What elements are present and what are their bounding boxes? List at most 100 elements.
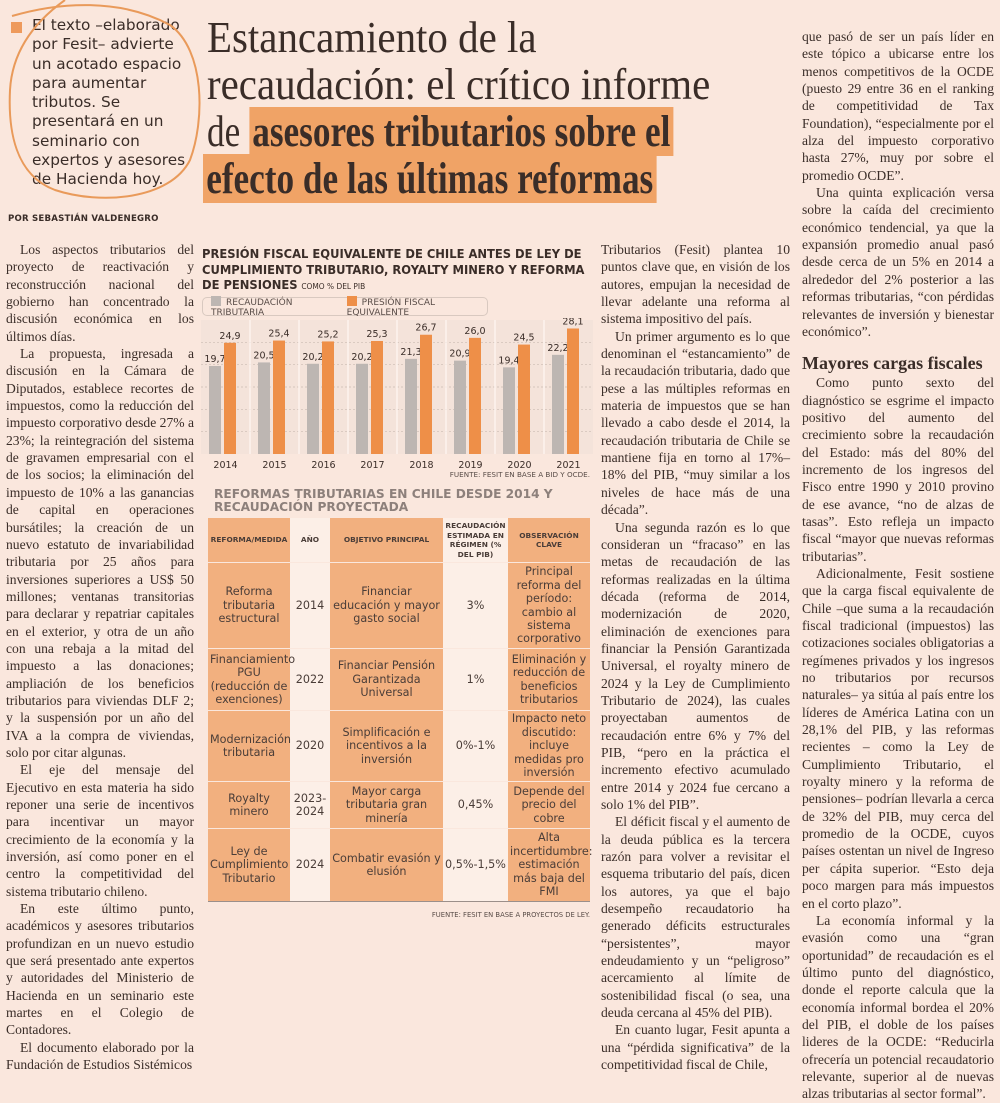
table-cell: 1% <box>443 648 508 711</box>
bar-chart: 19,7 24,9 2014 20,5 25,4 2015 20,2 25,2 2016 20,2… <box>201 318 593 471</box>
table-cell: 2022 <box>290 648 330 711</box>
x-tick-label: 2021 <box>556 460 580 471</box>
column-header: REFORMA/MEDIDA <box>208 518 290 563</box>
data-label: 24,9 <box>219 331 240 342</box>
chart-title-line: PRESIÓN FISCAL EQUIVALENTE DE CHILE ANTE… <box>202 246 582 261</box>
legend-label: PRESIÓN FISCAL EQUIVALENTE <box>346 297 436 318</box>
bar-recaudacion <box>258 362 270 454</box>
data-label: 25,3 <box>366 329 387 340</box>
table-cell: Financiar educación y mayor gasto social <box>330 562 443 649</box>
table-cell: Impacto neto discutido: incluye medidas … <box>508 710 590 782</box>
table-cell: 2014 <box>290 562 330 649</box>
table-row: Royalty minero 2023-2024 Mayor carga tribu… <box>208 781 590 829</box>
legend-swatch-gray <box>211 295 221 306</box>
legend-item: RECAUDACIÓN TRIBUTARIA <box>211 295 337 318</box>
paragraph: Como punto sexto del diagnóstico se esgr… <box>802 375 994 564</box>
headline-line: recaudación: el crítico informe <box>207 60 711 109</box>
table-cell: 3% <box>443 562 508 649</box>
table-cell: Financiar Pensión Garantizada Universal <box>330 648 443 711</box>
x-tick-label: 2017 <box>360 460 384 471</box>
paragraph: Una quinta explicación versa sobre la ca… <box>802 185 994 339</box>
bar-presion <box>273 340 285 454</box>
paragraph: El déficit fiscal y el aumento de la deu… <box>601 814 790 1021</box>
square-bullet-icon <box>11 22 22 33</box>
table-cell: Reforma tributaria estructural <box>208 562 290 649</box>
data-label: 24,5 <box>513 333 534 344</box>
data-label: 28,1 <box>562 318 583 327</box>
data-label: 20,9 <box>449 349 470 360</box>
reforms-table: REFORMA/MEDIDA AÑO OBJETIVO PRINCIPAL RE… <box>208 518 593 902</box>
table-cell: Modernización tributaria <box>208 710 291 782</box>
table-cell: Eliminación y reducción de beneficios tr… <box>508 648 590 711</box>
byline: POR SEBASTIÁN VALDENEGRO <box>8 214 159 224</box>
paragraph: Los aspectos tributarios del proyecto de… <box>6 242 194 344</box>
paragraph: El eje del mensaje del Ejecutivo en esta… <box>6 762 194 899</box>
x-tick-label: 2014 <box>213 460 237 471</box>
chart-title-line: CUMPLIMIENTO TRIBUTARIO, ROYALTY MINERO … <box>202 261 585 277</box>
article-column-4: que pasó de ser un país líder en este tó… <box>802 28 994 1103</box>
table-title: REFORMAS TRIBUTARIAS EN CHILE DESDE 2014… <box>214 487 553 514</box>
table-cell: 0%-1% <box>443 710 508 782</box>
data-label: 26,0 <box>464 326 485 337</box>
table-cell: Alta incertidumbre: estimación más baja … <box>508 828 593 902</box>
data-label: 20,2 <box>302 352 323 363</box>
bar-presion <box>224 342 236 454</box>
data-label: 26,7 <box>415 323 436 334</box>
bar-presion <box>322 341 334 454</box>
paragraph: La economía informal y la evasión como u… <box>802 912 994 1102</box>
column-header: AÑO <box>290 518 330 563</box>
data-label: 25,2 <box>317 329 338 340</box>
data-label: 25,4 <box>268 329 289 340</box>
table-cell: Principal reforma del período: cambio al… <box>508 562 590 649</box>
bar-recaudacion <box>356 363 368 454</box>
headline-text: de <box>207 107 241 156</box>
column-header: OBJETIVO PRINCIPAL <box>330 518 443 563</box>
table-cell: 2020 <box>290 710 330 782</box>
data-label: 19,7 <box>204 354 225 365</box>
chart-source: FUENTE: FESIT EN BASE A BID Y OCDE. <box>449 470 590 479</box>
table-cell: Depende del precio del cobre <box>508 781 590 829</box>
table-cell: 0,45% <box>443 781 508 829</box>
paragraph: que pasó de ser un país líder en este tó… <box>802 29 994 183</box>
paragraph: La propuesta, ingresada a discusión en l… <box>6 346 194 760</box>
headline-line: de asesores tributarios sobre el <box>207 107 687 156</box>
headline: Estancamiento de la recaudación: el crít… <box>203 13 807 203</box>
bar-recaudacion <box>209 366 221 454</box>
x-tick-label: 2018 <box>409 460 433 471</box>
chart-legend: RECAUDACIÓN TRIBUTARIA PRESIÓN FISCAL EQ… <box>202 295 488 318</box>
data-label: 22,2 <box>547 343 568 354</box>
x-tick-label: 2016 <box>311 460 335 471</box>
table-cell: Financiamiento PGU (reducción de exencio… <box>208 648 295 711</box>
headline-highlight: efecto de las últimas reformas <box>203 154 657 203</box>
table-cell: Mayor carga tributaria gran minería <box>330 781 443 829</box>
paragraph: En este último punto, académicos y aseso… <box>6 901 194 1038</box>
paragraph: En cuanto lugar, Fesit apunta a una “pér… <box>601 1022 790 1073</box>
table-row: Modernización tributaria 2020 Simplificaci… <box>208 710 590 782</box>
data-label: 20,5 <box>253 350 274 361</box>
paragraph: Adicionalmente, Fesit sostiene que la ca… <box>802 565 994 911</box>
bar-recaudacion <box>552 354 564 454</box>
table-cell: Ley de Cumplimiento Tributario <box>208 828 290 902</box>
article-summary: El texto –elaborado por Fesit– advierte … <box>32 16 186 189</box>
column-header: RECAUDACIÓN ESTIMADA EN RÉGIMEN (% DEL P… <box>443 518 508 563</box>
bar-presion <box>371 340 383 454</box>
table-row: Ley de Cumplimiento Tributario 2024 Combat… <box>208 828 593 902</box>
headline-line: efecto de las últimas reformas <box>203 154 686 203</box>
x-tick-label: 2019 <box>458 460 482 471</box>
bar-presion <box>420 334 432 454</box>
table-cell: 2023-2024 <box>290 781 330 829</box>
data-label: 21,3 <box>400 347 421 358</box>
paragraph: Tributarios (Fesit) plantea 10 puntos cl… <box>601 242 790 327</box>
legend-label: RECAUDACIÓN TRIBUTARIA <box>211 297 293 318</box>
bar-recaudacion <box>454 360 466 454</box>
paragraph: Un primer argumento es lo que denominan … <box>601 328 790 518</box>
bar-presion <box>567 328 579 454</box>
table-row: Reforma tributaria estructural 2014 Financ… <box>208 562 590 649</box>
legend-item: PRESIÓN FISCAL EQUIVALENTE <box>346 295 487 318</box>
bar-presion <box>469 337 481 454</box>
section-subheading: Mayores cargas fiscales <box>802 353 983 374</box>
table-cell: Simplificación e incentivos a la inversi… <box>330 710 443 782</box>
chart-title-line: DE PENSIONES <box>202 277 298 292</box>
headline-line: Estancamiento de la <box>207 13 537 62</box>
headline-highlight: asesores tributarios sobre el <box>249 107 674 156</box>
